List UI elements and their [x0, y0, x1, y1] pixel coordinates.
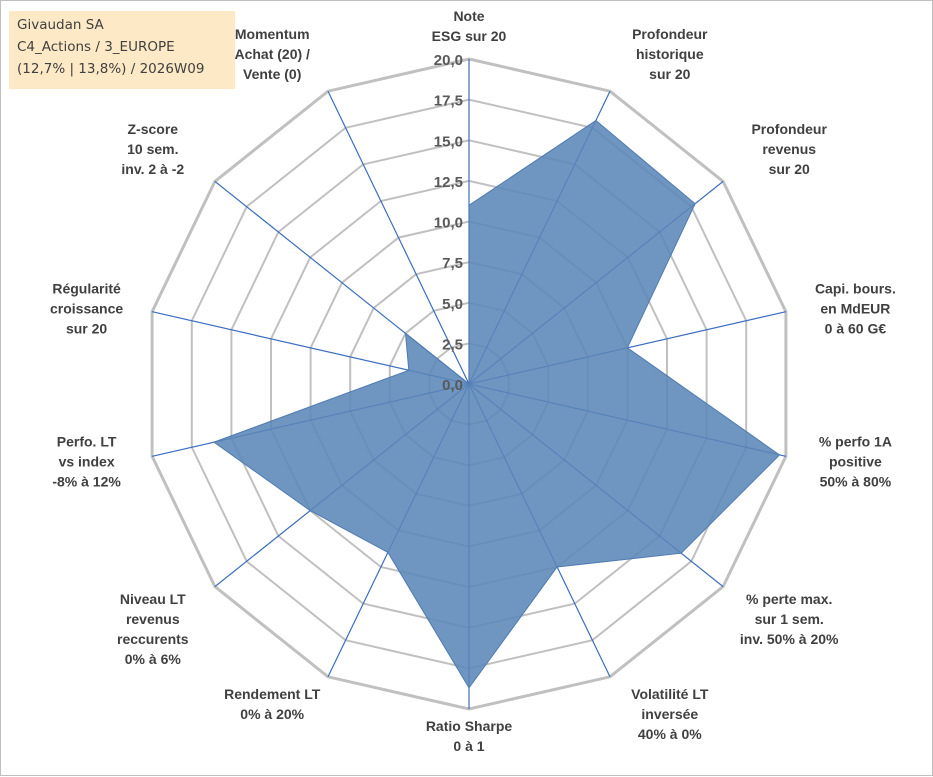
category-text: C4_Actions / 3_EUROPE [17, 39, 175, 55]
axis-label-line: Vente (0) [243, 66, 301, 82]
axis-label-line: Profondeur [751, 121, 827, 137]
axis-labels: Note ESG sur 20 Profondeur historique sur 20… [50, 8, 896, 754]
axis-label: Momentum Achat (20) / Vente (0) [234, 26, 310, 82]
series-area [212, 119, 781, 689]
axis-label-line: inv. 2 à -2 [121, 161, 184, 177]
axis-label-line: sur 20 [66, 321, 107, 337]
axis-label-line: 10 sem. [127, 141, 178, 157]
axis-label-line: Volatilité LT [631, 686, 709, 702]
axis-label-line: Z-score [128, 121, 179, 137]
tick-label: 2,5 [442, 336, 463, 353]
axis-label-line: 0 à 60 G€ [825, 321, 887, 337]
company-name: Givaudan SA [17, 17, 104, 33]
axis-label-line: Ratio Sharpe [426, 718, 513, 734]
tick-label: 5,0 [442, 296, 463, 313]
axis-label-line: historique [636, 46, 704, 62]
performance-week-text: (12,7% | 13,8%) / 2026W09 [17, 61, 205, 77]
axis-label: Profondeur historique sur 20 [632, 26, 708, 82]
tick-labels: 0,0 2,5 5,0 7,5 10,0 12,5 15,0 17,5 20,0 [434, 52, 463, 394]
axis-label: % perfo 1A positive 50% à 80% [819, 433, 892, 489]
axis-label-line: 0% à 6% [125, 651, 182, 667]
tick-label: 10,0 [434, 215, 463, 232]
axis-label: Ratio Sharpe 0 à 1 [426, 718, 513, 754]
tick-label: 17,5 [434, 93, 463, 110]
tick-label: 7,5 [442, 255, 463, 272]
axis-label-line: 0 à 1 [453, 738, 484, 754]
axis-label-line: sur 20 [769, 161, 810, 177]
axis-label: Volatilité LT inversée 40% à 0% [631, 686, 709, 742]
axis-label-line: Profondeur [632, 26, 708, 42]
axis-label-line: reccurents [117, 631, 189, 647]
axis-label-line: en MdEUR [820, 301, 890, 317]
axis-label-line: Rendement LT [224, 686, 321, 702]
axis-label: Perfo. LT vs index -8% à 12% [52, 433, 121, 489]
axis-label-line: revenus [126, 611, 180, 627]
axis-label: Note ESG sur 20 [432, 8, 507, 44]
axis-label-line: vs index [59, 453, 115, 469]
axis-label-line: sur 1 sem. [755, 611, 824, 627]
axis-label-line: 50% à 80% [820, 473, 892, 489]
axis-label-line: Note [453, 8, 484, 24]
axis-label-line: croissance [50, 301, 123, 317]
axis-label-line: Achat (20) / [234, 46, 310, 62]
axis-label-line: sur 20 [649, 66, 690, 82]
axis-label-line: Perfo. LT [57, 433, 117, 449]
axis-label-line: Niveau LT [120, 591, 186, 607]
axis-label: % perte max. sur 1 sem. inv. 50% à 20% [740, 591, 839, 647]
axis-label: Z-score 10 sem. inv. 2 à -2 [121, 121, 184, 177]
axis-label-line: revenus [762, 141, 816, 157]
info-box: Givaudan SA C4_Actions / 3_EUROPE (12,7%… [9, 11, 235, 89]
axis-label: Niveau LT revenus reccurents 0% à 6% [117, 591, 189, 667]
tick-label: 12,5 [434, 174, 463, 191]
axis-label-line: Régularité [52, 281, 121, 297]
axis-label: Rendement LT 0% à 20% [224, 686, 321, 722]
axis-label-line: Capi. bours. [815, 281, 896, 297]
axis-label: Capi. bours. en MdEUR 0 à 60 G€ [815, 281, 896, 337]
axis-label-line: % perfo 1A [819, 433, 892, 449]
axis-label-line: ESG sur 20 [432, 28, 507, 44]
axis-spoke [327, 90, 470, 385]
axis-label-line: inversée [641, 706, 698, 722]
axis-label-line: inv. 50% à 20% [740, 631, 839, 647]
axis-label-line: % perte max. [746, 591, 832, 607]
tick-label: 0,0 [442, 377, 463, 394]
axis-label-line: 0% à 20% [240, 706, 304, 722]
tick-label: 20,0 [434, 52, 463, 69]
tick-label: 15,0 [434, 133, 463, 150]
axis-label-line: -8% à 12% [52, 473, 121, 489]
axis-label-line: Momentum [235, 26, 310, 42]
axis-label-line: 40% à 0% [638, 726, 702, 742]
axis-label: Profondeur revenus sur 20 [751, 121, 827, 177]
axis-label-line: positive [829, 453, 882, 469]
data-series [212, 119, 781, 689]
axis-label: Régularité croissance sur 20 [50, 281, 123, 337]
